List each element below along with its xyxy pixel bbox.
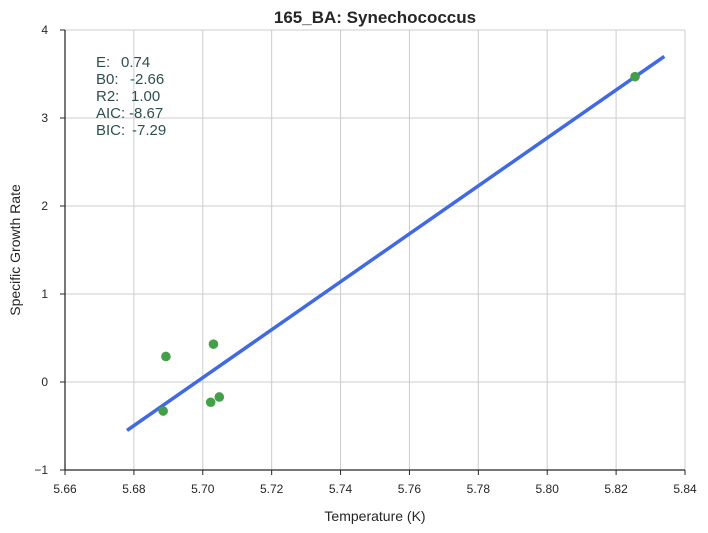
- x-tick-label: 5.78: [467, 482, 491, 496]
- x-axis-ticks: 5.66 5.68 5.70 5.72 5.74 5.76 5.78 5.80 5.82 5.84: [53, 470, 697, 496]
- fit-line-layer: [126, 54, 666, 432]
- grid-lines: [65, 29, 686, 470]
- x-tick-label: 5.82: [604, 482, 628, 496]
- stat-b0-value: -2.66: [130, 71, 164, 88]
- y-axis-ticks: −1 0 1 2 3 4: [34, 23, 65, 477]
- y-tick-label: 0: [41, 375, 48, 389]
- stat-bic-label: BIC:: [96, 122, 125, 139]
- y-tick-label: 2: [41, 199, 48, 213]
- x-tick-label: 5.76: [398, 482, 422, 496]
- y-tick-label: 3: [41, 111, 48, 125]
- fit-line: [126, 54, 666, 432]
- stat-aic-label: AIC:: [96, 105, 125, 122]
- stat-bic-value: -7.29: [132, 122, 166, 139]
- data-point: [214, 392, 225, 402]
- data-points: [158, 71, 640, 416]
- axes-spines: [64, 30, 685, 471]
- data-point: [208, 339, 219, 349]
- stat-e-value: 0.74: [121, 54, 150, 71]
- y-axis-label: Specific Growth Rate: [7, 184, 23, 316]
- y-tick-label: −1: [34, 463, 48, 477]
- data-point: [630, 71, 640, 82]
- x-tick-label: 5.84: [673, 482, 697, 496]
- data-point: [158, 406, 168, 416]
- stat-r2-label: R2:: [96, 88, 119, 105]
- stat-aic-value: -8.67: [129, 105, 163, 122]
- data-point: [205, 397, 216, 408]
- y-tick-label: 4: [41, 23, 48, 37]
- x-tick-label: 5.80: [536, 482, 560, 496]
- x-tick-label: 5.72: [260, 482, 284, 496]
- data-point: [161, 351, 171, 362]
- chart-title: 165_BA: Synechococcus: [274, 8, 476, 27]
- fit-stats-annotation: E: 0.74 B0: -2.66 R2: 1.00 AIC: -8.67 BI…: [96, 54, 166, 139]
- y-tick-label: 1: [41, 287, 48, 301]
- stat-r2-value: 1.00: [131, 88, 160, 105]
- stat-e-label: E:: [96, 54, 110, 71]
- x-tick-label: 5.68: [122, 482, 146, 496]
- x-axis-label: Temperature (K): [324, 508, 425, 524]
- x-tick-label: 5.70: [191, 482, 215, 496]
- x-tick-label: 5.66: [53, 482, 77, 496]
- stat-b0-label: B0:: [96, 71, 119, 88]
- x-tick-label: 5.74: [329, 482, 353, 496]
